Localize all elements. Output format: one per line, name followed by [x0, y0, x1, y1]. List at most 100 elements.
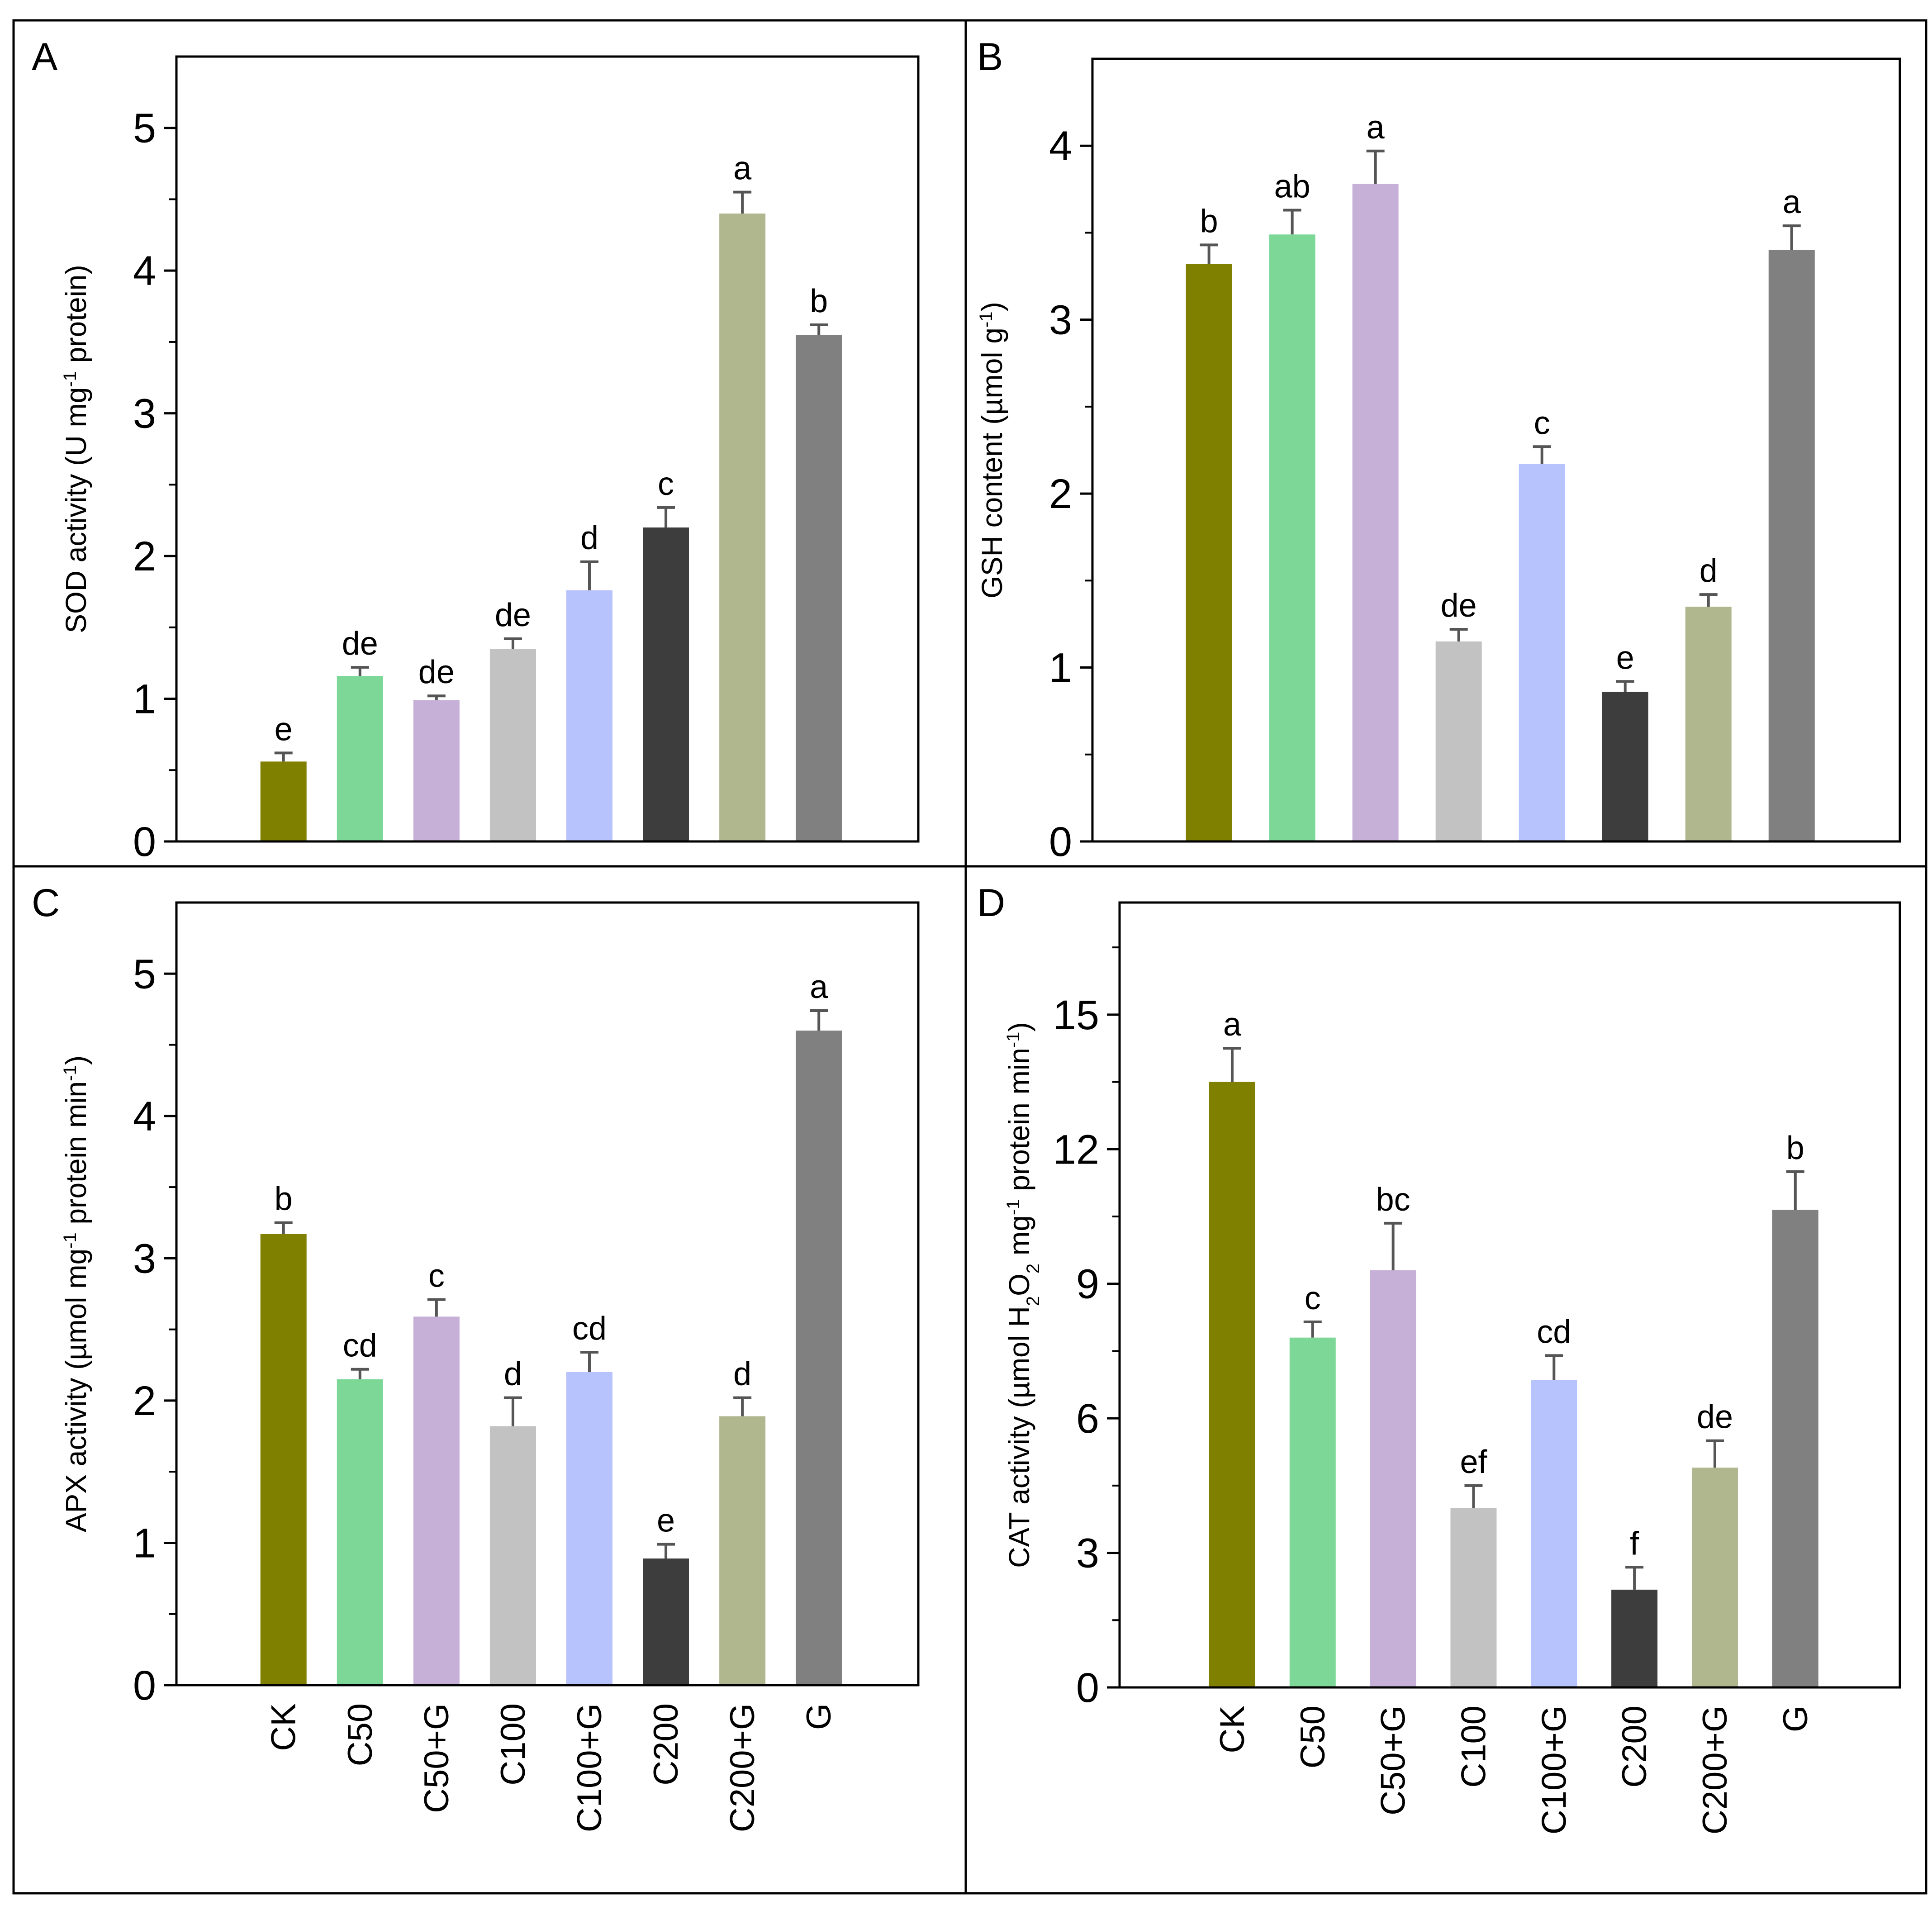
panel-label: A [32, 35, 58, 79]
category-label: CK [265, 1703, 303, 1751]
y-tick-label: 2 [133, 533, 156, 580]
error-bar [1545, 1354, 1563, 1380]
significance-letter: de [418, 654, 455, 690]
error-bar [274, 1221, 293, 1234]
error-bar [1786, 1170, 1804, 1210]
error-bar [427, 694, 446, 700]
bar-ck [260, 761, 307, 841]
significance-letter: de [1697, 1399, 1733, 1435]
bar-c200-plus-g [719, 1416, 766, 1685]
significance-letter: c [658, 466, 674, 502]
significance-letter: d [733, 1356, 751, 1392]
bar-c200-plus-g [1685, 607, 1732, 841]
y-tick-label: 1 [133, 676, 156, 722]
error-bar [580, 560, 598, 590]
error-bar [1200, 243, 1218, 264]
bar-c100 [1450, 1508, 1497, 1687]
error-bar [1533, 445, 1551, 464]
y-tick-label: 4 [1049, 123, 1072, 169]
y-tick-label: 0 [1049, 819, 1072, 865]
error-bar [810, 1009, 828, 1031]
panel-label: C [32, 881, 60, 925]
significance-letter: a [1783, 184, 1801, 220]
panel-c: Cb CK cd C50 c C50+G d C100 cd C100+G e C200 d C200+G… [32, 881, 920, 1832]
error-bar [1366, 149, 1385, 184]
y-axis-title-part: CAT activity (µmol H [1003, 1306, 1035, 1568]
plot-area-frame [1118, 901, 1901, 1689]
significance-letter: bc [1376, 1182, 1410, 1218]
error-bar [503, 637, 522, 649]
y-axis-title: APX activity (µmol mg-1 protein min-1) [60, 1055, 92, 1532]
bar-c50-plus-g [1370, 1270, 1416, 1687]
significance-letter: cd [343, 1328, 377, 1364]
y-axis-title-part: APX activity (µmol mg [60, 1249, 92, 1532]
significance-letter: b [810, 283, 828, 319]
error-bar [1625, 1566, 1644, 1590]
error-bar [733, 1396, 752, 1416]
y-axis-title-part: protein min [1003, 1048, 1035, 1199]
error-bar [657, 1543, 675, 1559]
y-axis-title-part: 2 [1023, 1296, 1043, 1306]
significance-letter: e [275, 711, 293, 747]
significance-letter: a [733, 151, 752, 187]
bar-c50 [1289, 1337, 1336, 1687]
significance-letter: ef [1460, 1444, 1487, 1480]
significance-letter: a [1223, 1007, 1242, 1043]
category-label: C100+G [570, 1703, 609, 1832]
y-tick-label: 0 [133, 819, 156, 865]
category-label: C100 [494, 1703, 532, 1786]
significance-letter: f [1630, 1525, 1639, 1562]
category-label: G [800, 1703, 838, 1730]
bar-g [796, 1031, 842, 1685]
category-label: C200 [647, 1703, 685, 1786]
y-tick-label: 15 [1053, 992, 1099, 1038]
significance-letter: a [1367, 109, 1385, 146]
y-axis-title-part: ) [1003, 1022, 1035, 1031]
y-tick-label: 0 [133, 1663, 156, 1709]
y-tick-label: 2 [133, 1378, 156, 1424]
figure-outer-frame [12, 19, 1927, 1895]
bar-c200 [1611, 1589, 1658, 1687]
panel-a: Ae de de de d c a b 0 1 2 3 4 5 SOD activity (U mg-1 p… [32, 35, 920, 865]
significance-letter: b [1200, 203, 1218, 239]
bar-g [1772, 1210, 1818, 1687]
y-tick-label: 5 [133, 951, 156, 997]
y-tick-label: 1 [1049, 645, 1072, 691]
significance-letter: e [657, 1503, 675, 1539]
significance-letter: cd [1537, 1314, 1571, 1350]
y-tick-label: 4 [133, 248, 156, 294]
y-tick-label: 6 [1076, 1396, 1099, 1442]
category-label: C50 [341, 1703, 380, 1766]
error-bar [1782, 224, 1801, 250]
significance-letter: b [275, 1181, 293, 1217]
bar-g [796, 335, 842, 841]
error-bar [1384, 1221, 1402, 1270]
y-axis-title-part: -1 [60, 1232, 80, 1249]
category-label: C50 [1294, 1706, 1332, 1768]
plot-area-frame [1091, 57, 1901, 843]
category-label: C200+G [1696, 1706, 1734, 1834]
error-bar [503, 1396, 522, 1426]
bar-c100-plus-g [566, 590, 612, 841]
error-bar [1705, 1439, 1724, 1468]
y-axis-title-part: ) [976, 302, 1008, 311]
y-tick-label: 3 [133, 391, 156, 437]
y-axis-title-part: GSH content (µmol g [976, 328, 1008, 599]
error-bar [1449, 627, 1468, 641]
y-axis-title: GSH content (µmol g-1) [976, 302, 1008, 599]
significance-letter: e [1616, 640, 1634, 676]
y-axis-title-part: -1 [1003, 1199, 1023, 1216]
bar-c50-plus-g [413, 700, 460, 841]
significance-letter: b [1786, 1130, 1804, 1166]
y-tick-label: 5 [133, 105, 156, 152]
error-bar [1303, 1320, 1322, 1338]
y-axis-title-part: ) [60, 1055, 92, 1065]
y-tick-label: 2 [1049, 471, 1072, 517]
y-axis-title-part: -1 [60, 1065, 80, 1081]
bar-c200-plus-g [719, 214, 766, 841]
bar-g [1768, 250, 1815, 841]
y-tick-label: 3 [1049, 297, 1072, 343]
y-axis-title-part: mg [1003, 1215, 1035, 1264]
significance-letter: de [342, 626, 378, 662]
bar-c200 [643, 527, 689, 841]
